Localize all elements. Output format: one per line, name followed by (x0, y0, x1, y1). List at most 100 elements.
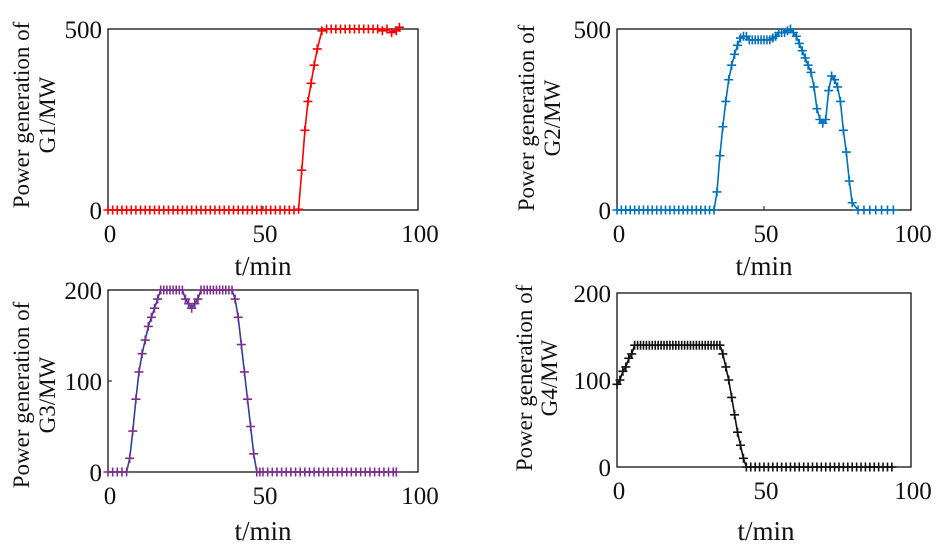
data-point-g1 (297, 165, 307, 175)
y-axis-label-g3-line1: Power generation of (9, 301, 34, 488)
data-point-g4 (730, 410, 740, 420)
chart-g4: Power generation of G4/MW t/min 0 50 100 0 1… (512, 281, 932, 546)
data-point-g2 (715, 151, 725, 161)
data-point-g3 (227, 285, 237, 295)
data-point-g2 (809, 82, 819, 92)
data-point-g2 (730, 49, 740, 59)
y-tick-label-g4: 0 (599, 455, 612, 482)
data-point-g2 (721, 96, 731, 106)
data-point-g3 (153, 294, 163, 304)
data-point-g4 (621, 362, 631, 372)
data-point-g1 (312, 44, 322, 54)
y-tick-label-g2: 0 (599, 198, 612, 225)
data-point-g4 (733, 427, 743, 437)
data-point-g4 (718, 349, 728, 359)
x-tick-label-g2: 0 (613, 221, 626, 248)
y-tick-label-g4: 200 (574, 281, 612, 308)
data-point-g3 (140, 335, 150, 345)
data-point-g2 (797, 46, 807, 56)
data-point-g4 (738, 453, 748, 463)
chart-g1: Power generation of G1/MW t/min 0 50 100 0 5… (9, 17, 439, 281)
data-point-g4 (724, 375, 734, 385)
data-point-g3 (125, 453, 135, 463)
x-axis-label-g3: t/min (234, 516, 292, 546)
data-point-g1 (303, 96, 313, 106)
x-tick-label-g3: 100 (401, 483, 439, 510)
data-point-g3 (391, 467, 401, 477)
chart-g2: Power generation of G2/MW t/min 0 50 100 0 5… (514, 17, 932, 281)
y-tick-label-g1: 0 (90, 198, 103, 225)
plot-frame-g1 (107, 28, 419, 211)
data-point-g2 (791, 31, 801, 41)
x-tick-label-g2: 50 (754, 221, 779, 248)
x-tick-label-g4: 0 (613, 478, 626, 505)
data-point-g2 (794, 38, 804, 48)
data-point-g1 (306, 78, 316, 88)
data-point-g4 (727, 392, 737, 402)
y-axis-label-g2-line1: Power generation of (514, 24, 539, 211)
data-point-g2 (833, 82, 842, 92)
data-point-g3 (150, 303, 159, 313)
data-point-g2 (835, 96, 845, 106)
data-point-g3 (233, 312, 243, 322)
data-point-g2 (803, 60, 813, 70)
series-line-g4 (616, 344, 892, 468)
data-point-g3 (249, 449, 259, 459)
data-point-g4 (721, 362, 731, 372)
data-point-g1 (309, 60, 319, 70)
data-point-g3 (193, 294, 203, 304)
data-point-g3 (187, 303, 197, 313)
data-point-g3 (122, 467, 132, 477)
data-point-g1 (294, 204, 304, 214)
x-tick-label-g3: 0 (104, 483, 117, 510)
data-point-g2 (888, 205, 898, 215)
y-axis-label-g2-line2: G2/MW (540, 79, 565, 156)
chart-g3: Power generation of G3/MW t/min 0 50 100 0 1… (9, 278, 439, 546)
x-tick-label-g2: 100 (894, 221, 932, 248)
data-point-g2 (821, 115, 831, 124)
y-axis-label-g4-line2: G4/MW (537, 339, 562, 416)
data-point-g2 (806, 67, 816, 77)
data-point-g2 (712, 187, 722, 197)
y-axis-label-g1-line1: Power generation of (9, 21, 34, 208)
y-tick-label-g4: 100 (574, 368, 612, 395)
data-point-g3 (181, 294, 190, 304)
data-point-g4 (887, 462, 897, 472)
x-axis-label-g2: t/min (735, 251, 793, 281)
series-line-g1 (108, 26, 401, 211)
data-point-g2 (824, 86, 834, 96)
data-point-g2 (812, 104, 822, 114)
plot-frame-g2 (616, 28, 912, 211)
x-tick-label-g4: 100 (894, 478, 932, 505)
x-tick-label-g1: 50 (253, 221, 278, 248)
data-point-g1 (387, 28, 397, 38)
data-point-g2 (838, 125, 848, 135)
data-point-g4 (735, 440, 745, 450)
data-point-g3 (246, 422, 256, 431)
y-axis-label-g3-line2: G3/MW (35, 356, 60, 433)
x-axis-label-g4: t/min (737, 516, 795, 546)
data-point-g1 (394, 22, 404, 32)
data-point-g3 (146, 312, 156, 322)
data-point-g2 (841, 147, 851, 157)
y-axis-label-g4-line1: Power generation of (512, 284, 537, 471)
data-point-g2 (709, 205, 719, 215)
y-tick-label-g3: 100 (65, 369, 103, 396)
data-point-g3 (177, 285, 187, 295)
data-point-g3 (137, 349, 147, 359)
y-tick-label-g3: 200 (65, 278, 103, 305)
data-point-g4 (627, 349, 637, 359)
data-point-g2 (727, 60, 737, 70)
data-point-g2 (847, 198, 857, 208)
y-tick-label-g1: 500 (65, 17, 103, 44)
data-point-g1 (377, 26, 387, 36)
x-tick-label-g3: 50 (253, 483, 278, 510)
data-point-g3 (230, 294, 240, 304)
data-point-g2 (800, 53, 810, 63)
data-point-g1 (382, 24, 392, 34)
data-point-g3 (134, 367, 144, 377)
x-axis-label-g1: t/min (234, 251, 292, 281)
data-point-g3 (190, 299, 200, 309)
data-point-g3 (243, 394, 252, 404)
